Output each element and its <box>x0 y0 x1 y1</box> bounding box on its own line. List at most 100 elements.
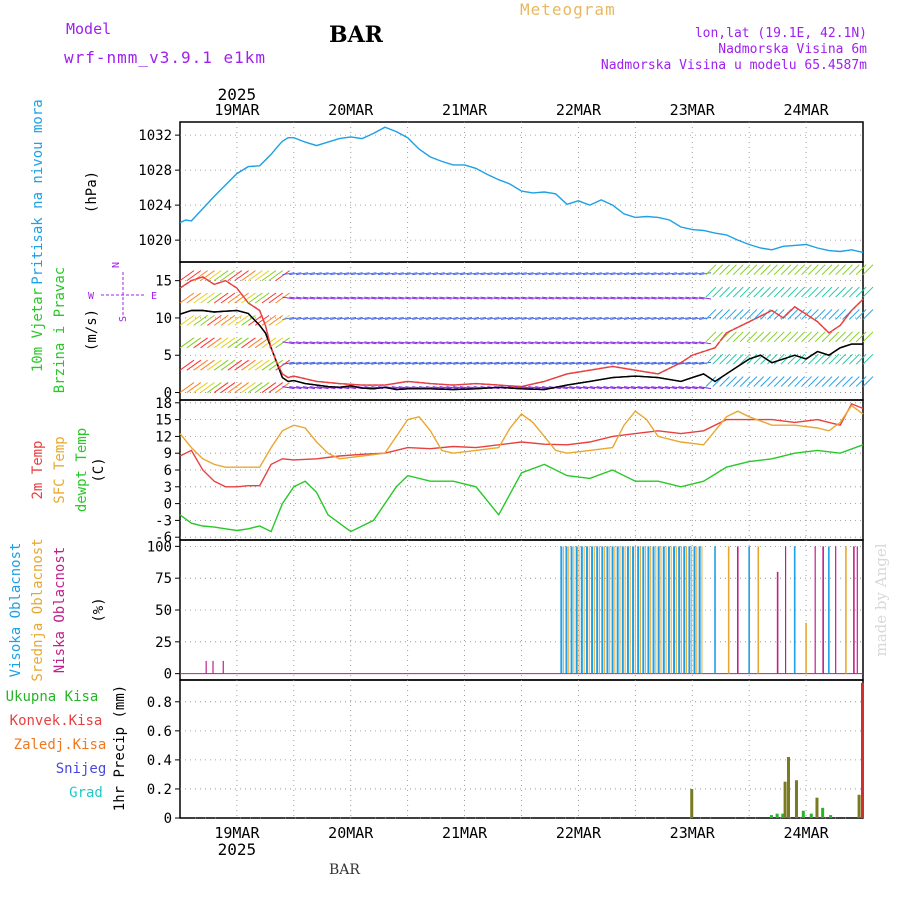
wind-arrow <box>412 296 425 300</box>
wind-arrow <box>261 382 277 393</box>
ytick-label-precip: 0.2 <box>147 782 172 798</box>
wind-arrow <box>808 376 819 387</box>
wind-arrow <box>535 316 548 320</box>
wind-arrow <box>562 361 575 365</box>
chart-grid <box>175 121 864 819</box>
wind-arrow <box>309 386 322 390</box>
wind-arrow <box>828 264 840 276</box>
low-cloud-label: Niska Oblacnost <box>52 547 68 673</box>
precip-bar <box>821 807 825 818</box>
wind-arrow <box>446 272 459 276</box>
wind-arrow <box>398 272 411 276</box>
wind-arrow <box>623 361 637 365</box>
wind-arrow <box>357 316 370 320</box>
wind-arrow <box>576 316 589 320</box>
wind-arrow <box>548 361 561 365</box>
wind-arrow <box>835 353 847 365</box>
wind-arrow <box>521 316 534 320</box>
wind-arrow <box>186 292 202 304</box>
wind-arrow <box>234 382 249 393</box>
wind-arrow <box>268 359 284 371</box>
wind-arrow <box>732 353 744 365</box>
wind-arrow <box>207 382 222 393</box>
wind-arrow <box>767 264 778 276</box>
wind-arrow <box>623 296 637 300</box>
wind-arrow <box>773 353 785 365</box>
wind-arrow <box>582 316 596 320</box>
wind-arrow <box>671 272 684 276</box>
wind-arrow <box>787 331 799 343</box>
elevation-label: Nadmorska Visina 6m <box>718 42 867 57</box>
ytick-label-precip: 0.8 <box>147 695 172 711</box>
wind-arrow <box>487 316 500 320</box>
wind-arrow <box>610 316 623 320</box>
model-elevation-label: Nadmorska Visina u modelu 65.4587m <box>600 58 867 73</box>
wind-arrow <box>548 341 561 345</box>
temp2m-label: 2m Temp <box>30 440 46 499</box>
wind-arrow <box>637 341 650 345</box>
wind-arrow <box>637 361 650 365</box>
wind-arrow <box>685 296 698 300</box>
wind-arrow <box>746 309 758 320</box>
wind-arrow <box>630 296 643 300</box>
wind-arrow <box>459 272 473 276</box>
wind-arrow <box>453 386 466 390</box>
wind-arrow <box>507 272 520 276</box>
wind-arrow <box>773 264 785 276</box>
ytick-label-pressure: 1032 <box>138 128 172 144</box>
wind-arrow <box>412 341 425 345</box>
wind-arrow <box>814 331 826 343</box>
wind-arrow <box>835 376 847 387</box>
wind-arrow <box>719 376 730 387</box>
wind-arrow <box>596 341 609 345</box>
compass-e: E <box>151 291 157 302</box>
wind-arrow <box>254 270 270 282</box>
wind-arrow <box>453 341 466 345</box>
wind-arrow <box>808 353 819 365</box>
wind-arrow <box>603 361 616 365</box>
wind-arrow <box>227 382 243 393</box>
wind-arrow <box>828 286 840 298</box>
precip-bar <box>809 813 813 818</box>
wind-arrow <box>541 316 555 320</box>
wind-arrow <box>282 296 295 300</box>
wind-arrow <box>459 296 473 300</box>
wind-arrow <box>418 296 432 300</box>
wind-arrow <box>698 361 712 365</box>
wind-arrow <box>330 341 343 345</box>
wind-arrow <box>753 331 765 343</box>
wind-arrow <box>555 341 568 345</box>
wind-arrow <box>678 386 691 390</box>
wind-arrow <box>548 296 561 300</box>
wind-arrow <box>282 386 295 390</box>
wind-arrow <box>794 353 806 365</box>
wind-arrow <box>821 353 833 365</box>
series-line-temperature-temp2m <box>179 403 864 488</box>
wind-arrow <box>630 361 643 365</box>
wind-arrow <box>302 361 316 365</box>
wind-arrow <box>248 359 263 371</box>
wind-arrow <box>514 296 527 300</box>
wind-arrow <box>432 361 445 365</box>
wind-arrow <box>535 341 548 345</box>
wind-arrow <box>275 270 290 282</box>
wind-arrow <box>412 316 425 320</box>
wind-arrow <box>248 382 263 393</box>
wind-arrow <box>637 272 650 276</box>
wind-arrow <box>296 316 309 320</box>
wind-arrow <box>610 272 623 276</box>
wind-arrow <box>726 376 737 387</box>
wind-arrow <box>480 361 493 365</box>
wind-arrow <box>589 361 602 365</box>
wind-arrow <box>658 272 671 276</box>
wind-arrow <box>398 316 411 320</box>
wind-arrow <box>658 316 671 320</box>
wind-arrow <box>576 341 589 345</box>
wind-arrow <box>582 341 596 345</box>
top-year-label: 2025 <box>218 85 257 104</box>
precip-bar <box>769 815 773 818</box>
wind-arrow <box>692 341 705 345</box>
wind-arrow <box>528 296 541 300</box>
wind-arrow <box>685 341 698 345</box>
wind-arrow <box>828 309 840 320</box>
